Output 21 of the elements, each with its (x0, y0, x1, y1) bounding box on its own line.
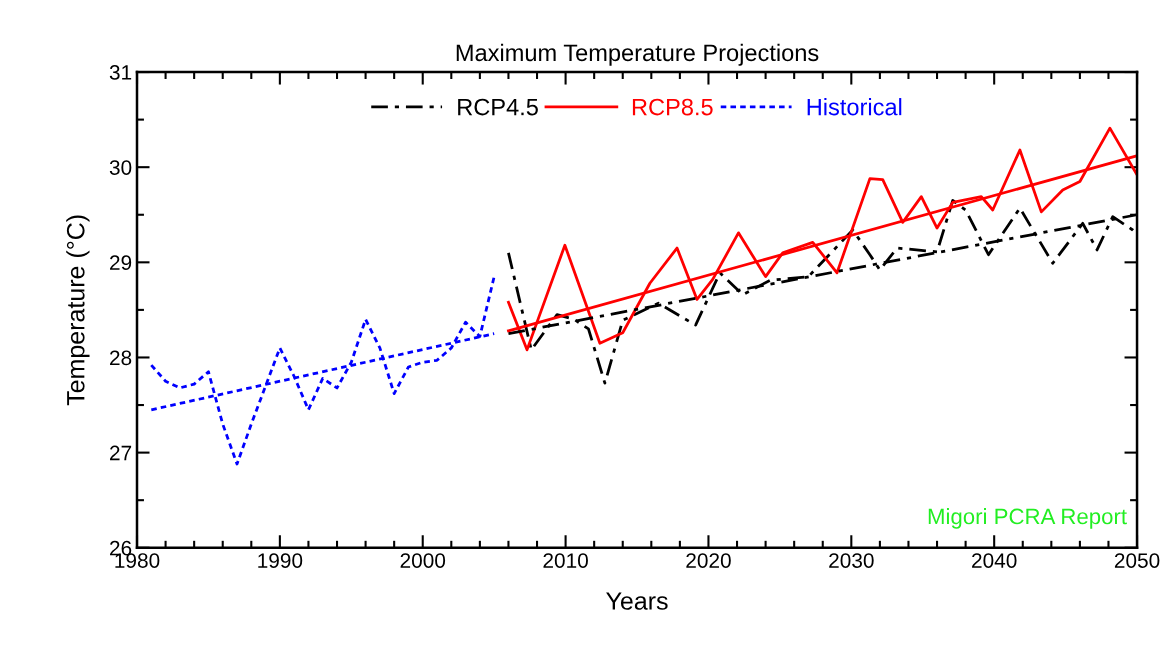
y-tick-label: 30 (109, 160, 132, 175)
x-tick-label: 2030 (829, 553, 874, 568)
x-tick-label: 1990 (258, 553, 303, 568)
y-tick-label: 27 (110, 445, 132, 461)
x-tick-label: 2050 (1114, 553, 1160, 568)
y-axis-title: Temperature (°C) (66, 215, 90, 406)
y-tick-label: 28 (110, 350, 132, 366)
line-series (507, 126, 1138, 352)
legend-label: RCP8.5 (632, 98, 713, 116)
chart-title: Maximum Temperature Projections (456, 43, 819, 66)
x-tick-label: 2040 (972, 553, 1017, 568)
x-axis-title: Years (606, 592, 668, 610)
y-tick-label: 29 (110, 255, 132, 271)
annotation: Migori PCRA Report (928, 508, 1127, 529)
line-series (149, 275, 496, 466)
legend-label: RCP4.5 (458, 98, 538, 116)
x-tick-label: 2020 (686, 553, 731, 568)
x-tick-label: 2010 (543, 553, 588, 568)
y-tick-label: 31 (109, 65, 132, 80)
legend-label: Historical (807, 98, 902, 116)
x-tick-label: 2000 (400, 553, 446, 568)
